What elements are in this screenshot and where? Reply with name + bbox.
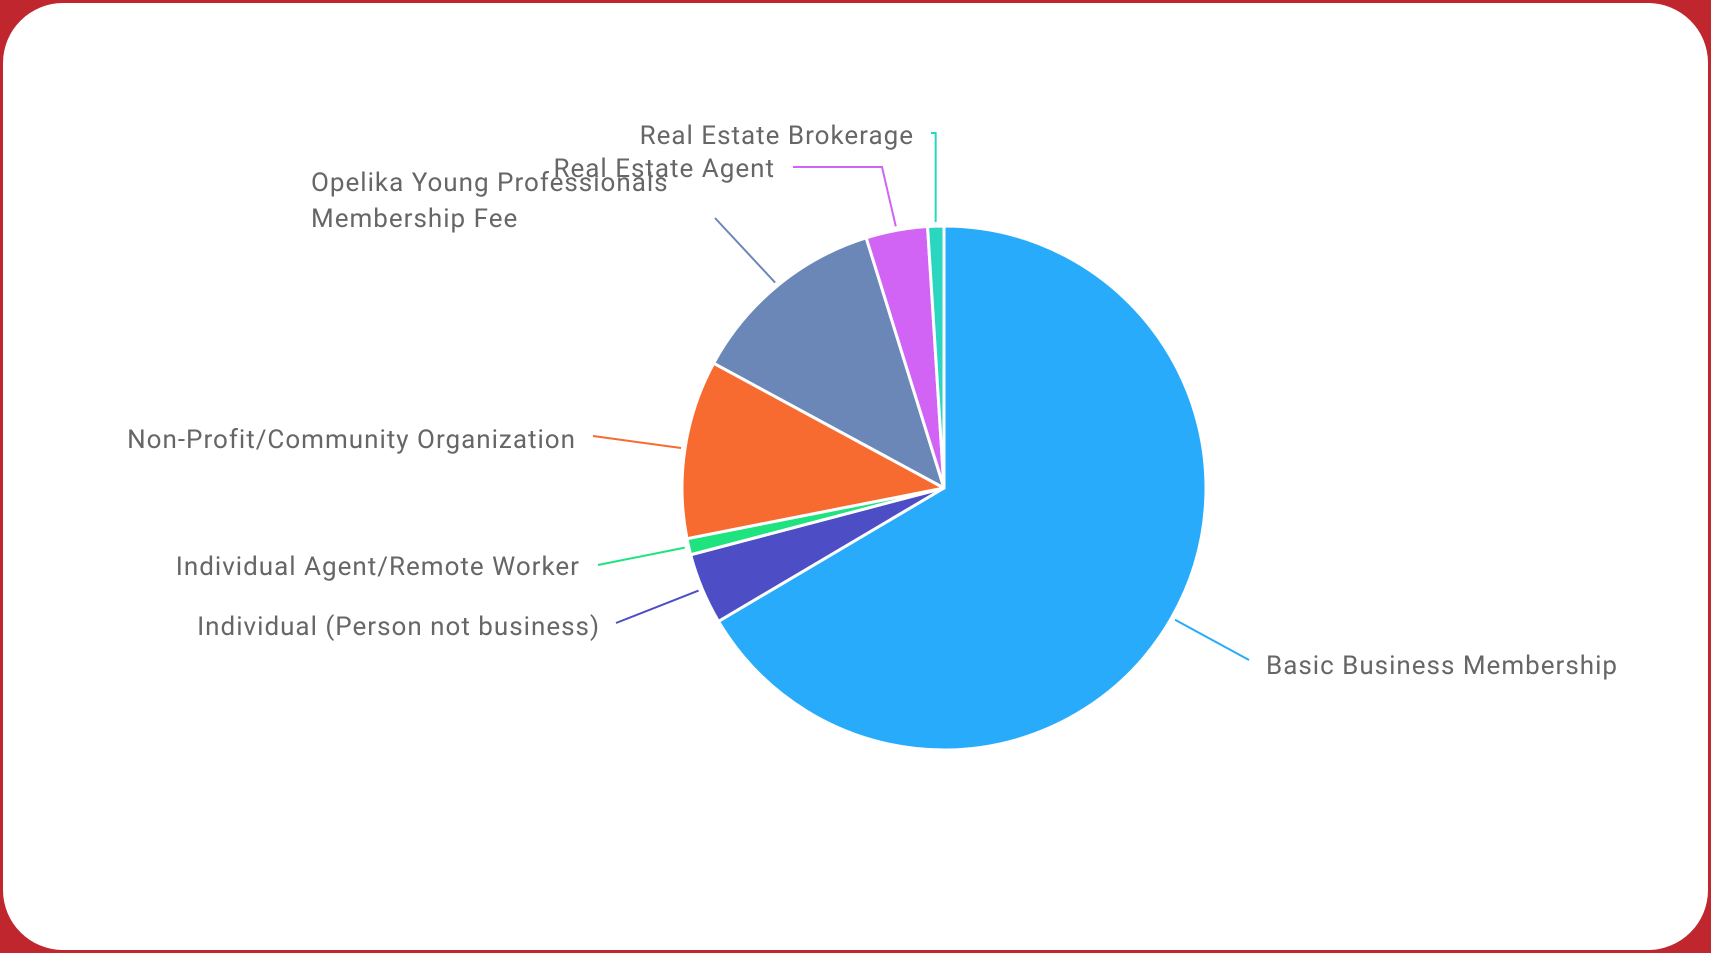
slice-label: Opelika Young Professionals Membership F… [311,168,669,234]
leader-line [931,132,937,223]
slice-label: Non-Profit/Community Organization [127,425,576,455]
pie-slice [712,236,946,490]
slice-label: Individual Agent/Remote Worker [175,552,580,582]
slice-label: Real Estate Agent [553,154,775,184]
leader-line [1174,618,1250,661]
leader-line [714,217,776,284]
pie-slice [680,361,946,541]
pie-slice [716,224,1208,752]
slice-label: Basic Business Membership [1266,651,1618,681]
leader-line [615,589,699,624]
leader-line [592,435,682,450]
pie-slice [926,224,946,490]
slice-label: Real Estate Brokerage [639,121,914,151]
leader-line [793,166,897,227]
leader-line [597,546,685,566]
slice-label: Individual (Person not business) [197,612,600,642]
